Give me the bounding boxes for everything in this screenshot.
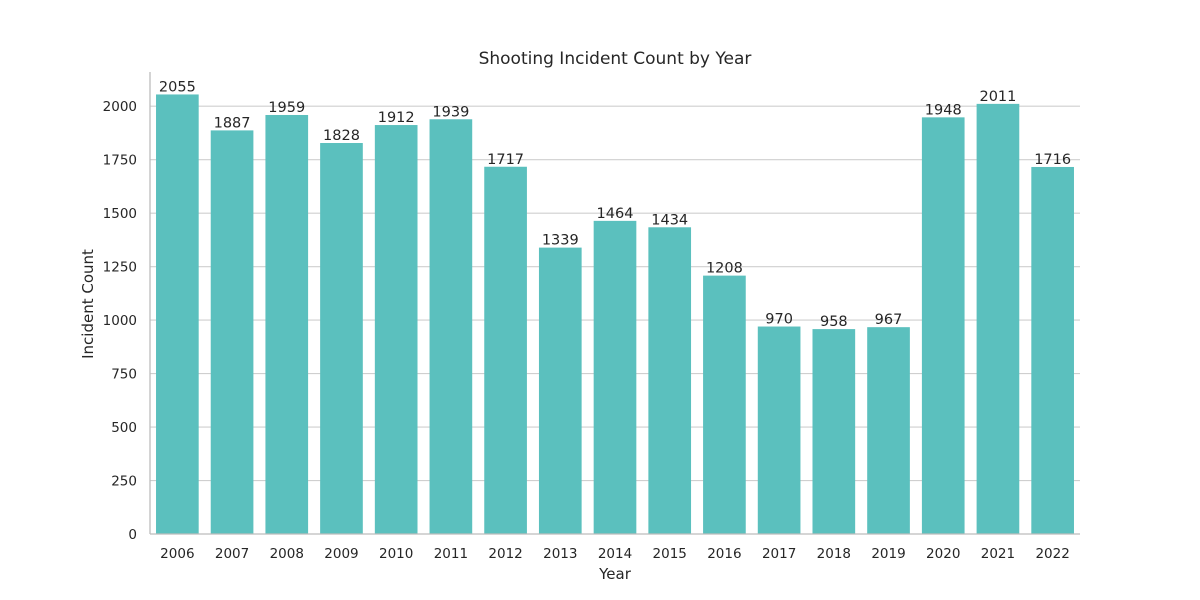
- bar: [593, 220, 637, 534]
- bar: [976, 103, 1020, 534]
- data-label: 1716: [1034, 152, 1071, 168]
- x-tick-labels: 2006 2007 2008 2009 2010 2011 2012 2013 2014 2015…: [160, 546, 1070, 562]
- data-label: 1208: [706, 261, 743, 277]
- y-tick-label: 750: [111, 367, 137, 383]
- x-tick-label: 2015: [653, 546, 687, 562]
- data-label: 1959: [268, 100, 305, 116]
- data-label: 1948: [925, 102, 962, 118]
- x-tick-label: 2009: [324, 546, 358, 562]
- data-label: 1464: [597, 206, 634, 222]
- data-label: 1939: [432, 104, 469, 120]
- x-tick-label: 2006: [160, 546, 194, 562]
- chart-title: Shooting Incident Count by Year: [479, 49, 752, 69]
- y-tick-label: 1250: [103, 260, 137, 276]
- x-tick-label: 2020: [926, 546, 960, 562]
- y-tick-label: 0: [128, 527, 137, 543]
- data-label: 1717: [487, 152, 524, 168]
- x-tick-label: 2012: [488, 546, 522, 562]
- bar: [484, 166, 527, 534]
- data-label: 1887: [214, 115, 251, 131]
- axes: [149, 72, 1080, 535]
- bar: [648, 227, 692, 535]
- bar: [757, 326, 801, 534]
- y-tick-label: 1750: [103, 153, 137, 169]
- x-tick-label: 2008: [270, 546, 304, 562]
- data-label: 970: [765, 312, 793, 328]
- data-label: 1339: [542, 233, 579, 249]
- data-labels: 2055 1887 1959 1828 1912 1939 1717 1339 1464 1434…: [159, 79, 1071, 330]
- x-axis-label: Year: [598, 565, 632, 583]
- bar: [703, 275, 746, 534]
- bars: [156, 94, 1074, 535]
- bar: [538, 247, 582, 534]
- bar: [374, 125, 418, 535]
- bar: [1031, 166, 1074, 534]
- data-label: 1912: [378, 110, 415, 126]
- data-label: 958: [820, 314, 848, 330]
- x-tick-label: 2022: [1035, 546, 1069, 562]
- y-tick-label: 2000: [103, 99, 137, 115]
- bar: [429, 119, 473, 535]
- bar: [265, 114, 309, 534]
- x-tick-label: 2011: [434, 546, 468, 562]
- bar: [867, 327, 910, 534]
- data-label: 2011: [979, 89, 1016, 105]
- x-tick-label: 2018: [817, 546, 851, 562]
- data-label: 1434: [651, 212, 688, 228]
- x-tick-label: 2017: [762, 546, 796, 562]
- data-label: 1828: [323, 128, 360, 144]
- y-tick-label: 250: [111, 474, 137, 490]
- y-tick-label: 500: [111, 420, 137, 436]
- data-label: 2055: [159, 79, 196, 95]
- bar: [210, 130, 254, 534]
- x-tick-label: 2021: [981, 546, 1015, 562]
- bar: [921, 117, 965, 534]
- y-axis-label: Incident Count: [79, 249, 97, 359]
- x-tick-label: 2019: [871, 546, 905, 562]
- bar: [812, 329, 856, 534]
- y-tick-label: 1500: [103, 206, 137, 222]
- x-tick-label: 2013: [543, 546, 577, 562]
- x-tick-label: 2014: [598, 546, 632, 562]
- bar: [156, 94, 199, 534]
- y-tick-label: 1000: [103, 313, 137, 329]
- y-tick-labels: 0 250 500 750 1000 1250 1500 1750 2000: [103, 99, 137, 543]
- x-tick-label: 2016: [707, 546, 741, 562]
- x-tick-label: 2007: [215, 546, 249, 562]
- data-label: 967: [875, 312, 903, 328]
- x-tick-label: 2010: [379, 546, 413, 562]
- bar: [320, 143, 363, 534]
